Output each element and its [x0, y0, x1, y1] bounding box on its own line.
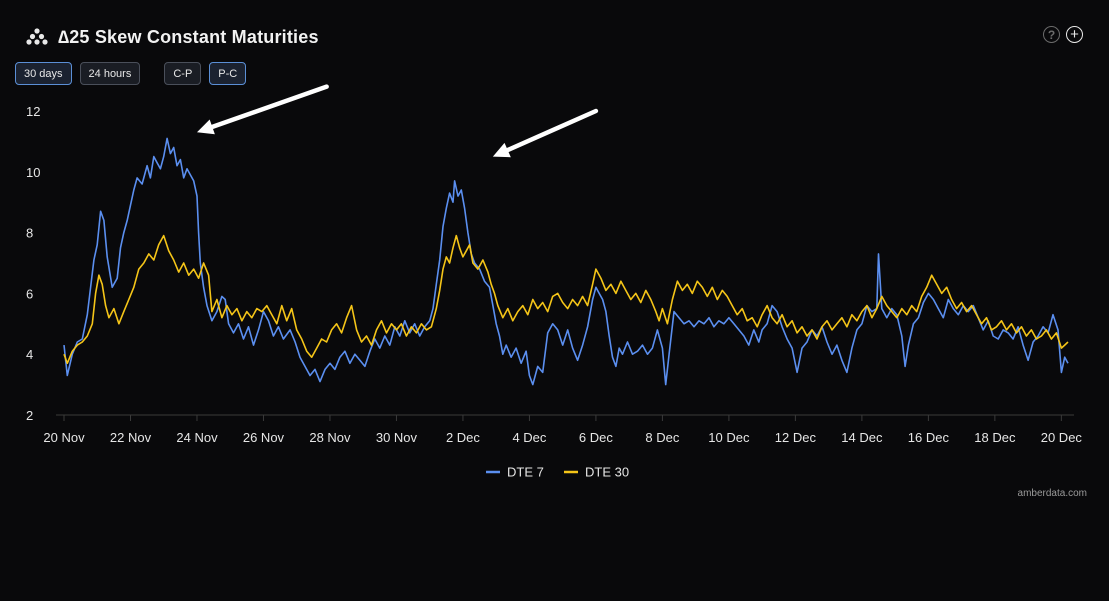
- x-tick-label: 28 Nov: [309, 430, 351, 445]
- x-tick-label: 24 Nov: [176, 430, 218, 445]
- amberdata-logo-icon: [26, 28, 48, 45]
- chart-title: ∆25 Skew Constant Maturities: [58, 26, 319, 47]
- x-tick-label: 14 Dec: [841, 430, 883, 445]
- y-tick-label: 8: [26, 226, 33, 241]
- x-tick-label: 6 Dec: [579, 430, 613, 445]
- annotation-arrow-shaft: [503, 108, 599, 154]
- chart-header: ∆25 Skew Constant Maturities: [26, 26, 319, 48]
- watermark-text: amberdata.com: [1017, 488, 1087, 499]
- annotation-arrow-head: [492, 142, 511, 158]
- help-button[interactable]: ?: [1043, 26, 1060, 43]
- annotation-arrow-head: [196, 119, 215, 135]
- x-tick-label: 20 Dec: [1041, 430, 1083, 445]
- y-tick-label: 6: [26, 286, 33, 301]
- top-right-actions: ? +: [1043, 26, 1083, 43]
- x-tick-label: 22 Nov: [110, 430, 152, 445]
- annotation-arrow-shaft: [208, 84, 329, 130]
- call-minus-put-button[interactable]: C-P: [164, 62, 202, 85]
- y-tick-label: 12: [26, 104, 40, 119]
- legend-label: DTE 30: [585, 465, 629, 480]
- put-minus-call-button[interactable]: P-C: [209, 62, 247, 85]
- x-tick-label: 20 Nov: [43, 430, 85, 445]
- legend-label: DTE 7: [507, 465, 544, 480]
- y-tick-label: 2: [26, 408, 33, 423]
- series-line-dte-30: [63, 234, 1069, 365]
- y-tick-label: 4: [26, 347, 33, 362]
- y-tick-label: 10: [26, 165, 40, 180]
- x-tick-label: 10 Dec: [708, 430, 750, 445]
- x-tick-label: 2 Dec: [446, 430, 480, 445]
- series-line-dte-7: [63, 137, 1069, 386]
- range-30-days-button[interactable]: 30 days: [15, 62, 72, 85]
- x-tick-label: 8 Dec: [645, 430, 679, 445]
- add-button[interactable]: +: [1066, 26, 1083, 43]
- x-tick-label: 30 Nov: [376, 430, 418, 445]
- chart-controls: 30 days 24 hours C-P P-C: [15, 62, 247, 85]
- range-24-hours-button[interactable]: 24 hours: [79, 62, 141, 85]
- x-tick-label: 18 Dec: [974, 430, 1016, 445]
- x-tick-label: 12 Dec: [775, 430, 817, 445]
- x-tick-label: 16 Dec: [908, 430, 950, 445]
- x-tick-label: 26 Nov: [243, 430, 285, 445]
- x-tick-label: 4 Dec: [512, 430, 546, 445]
